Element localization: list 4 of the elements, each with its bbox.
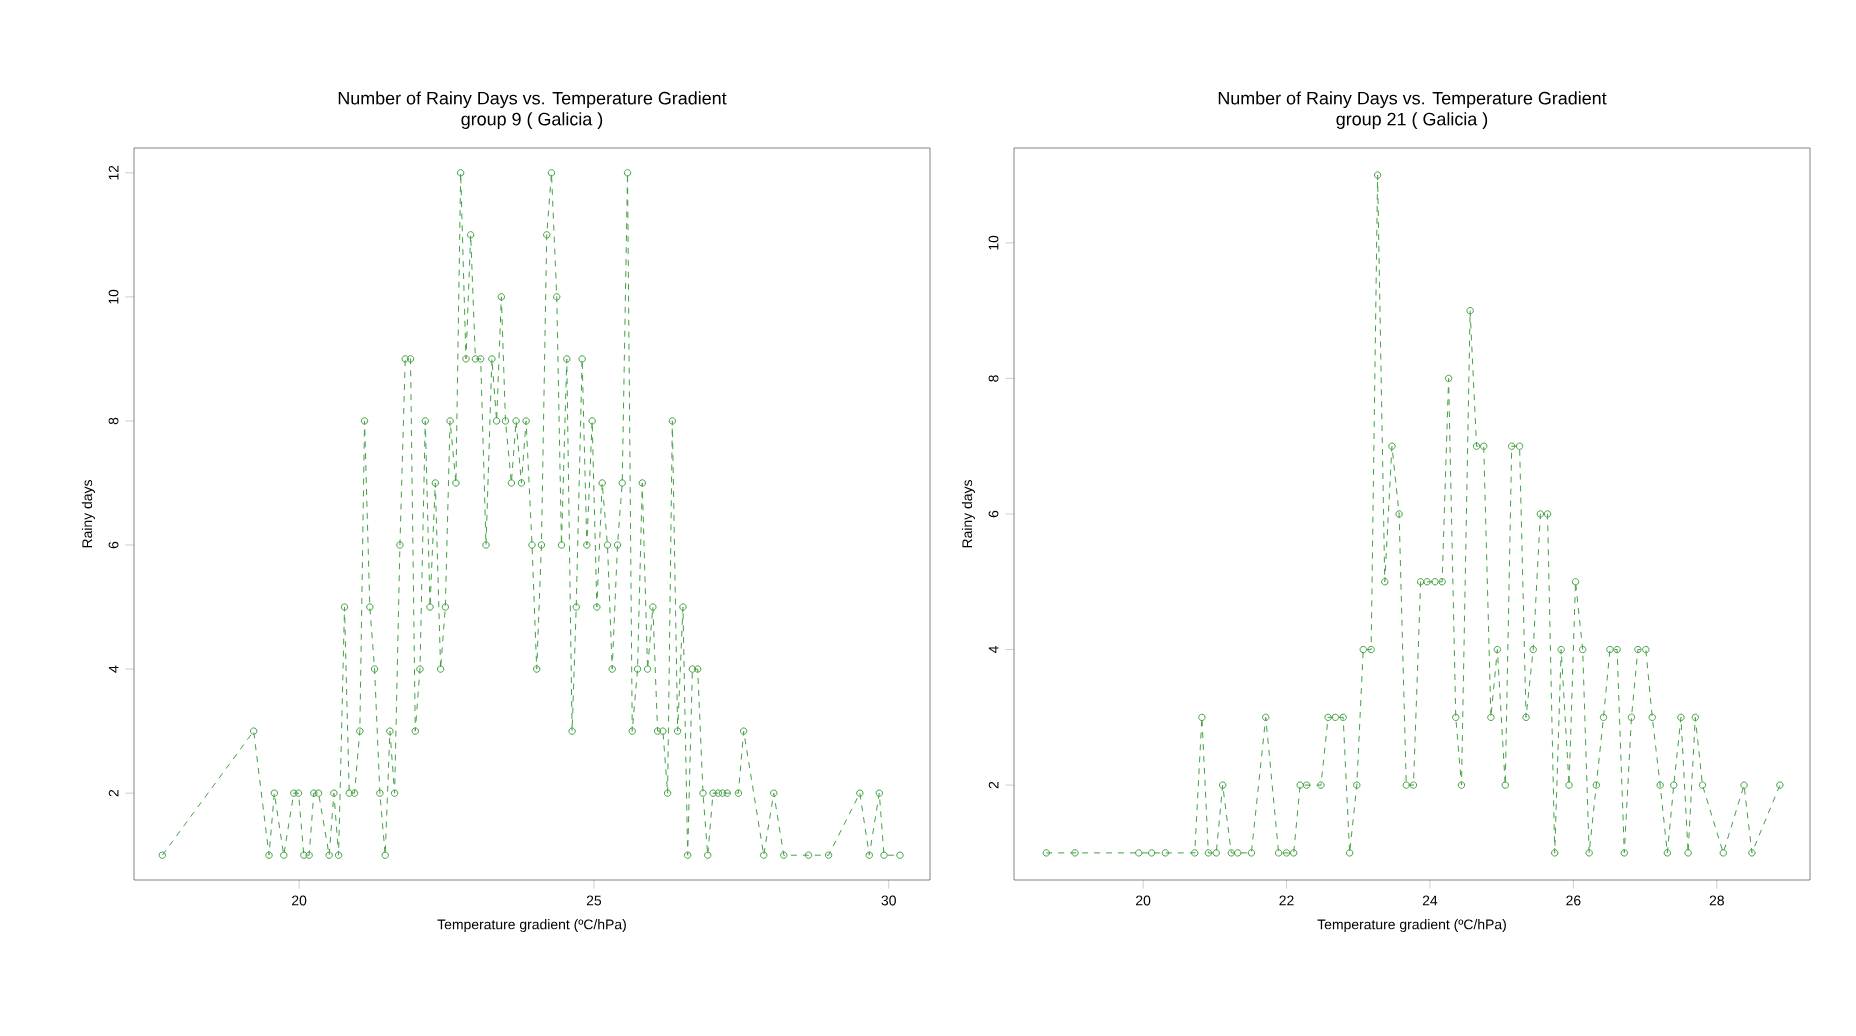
chart-title: Number of Rainy Days vs. Temperature Gradient — [338, 91, 727, 109]
chart-subtitle: group 9 ( Galicia ) — [461, 112, 603, 129]
chart-subtitle: group 21 ( Galicia ) — [1336, 112, 1488, 129]
chart-title: Number of Rainy Days vs. Temperature Gradient — [1218, 91, 1607, 109]
